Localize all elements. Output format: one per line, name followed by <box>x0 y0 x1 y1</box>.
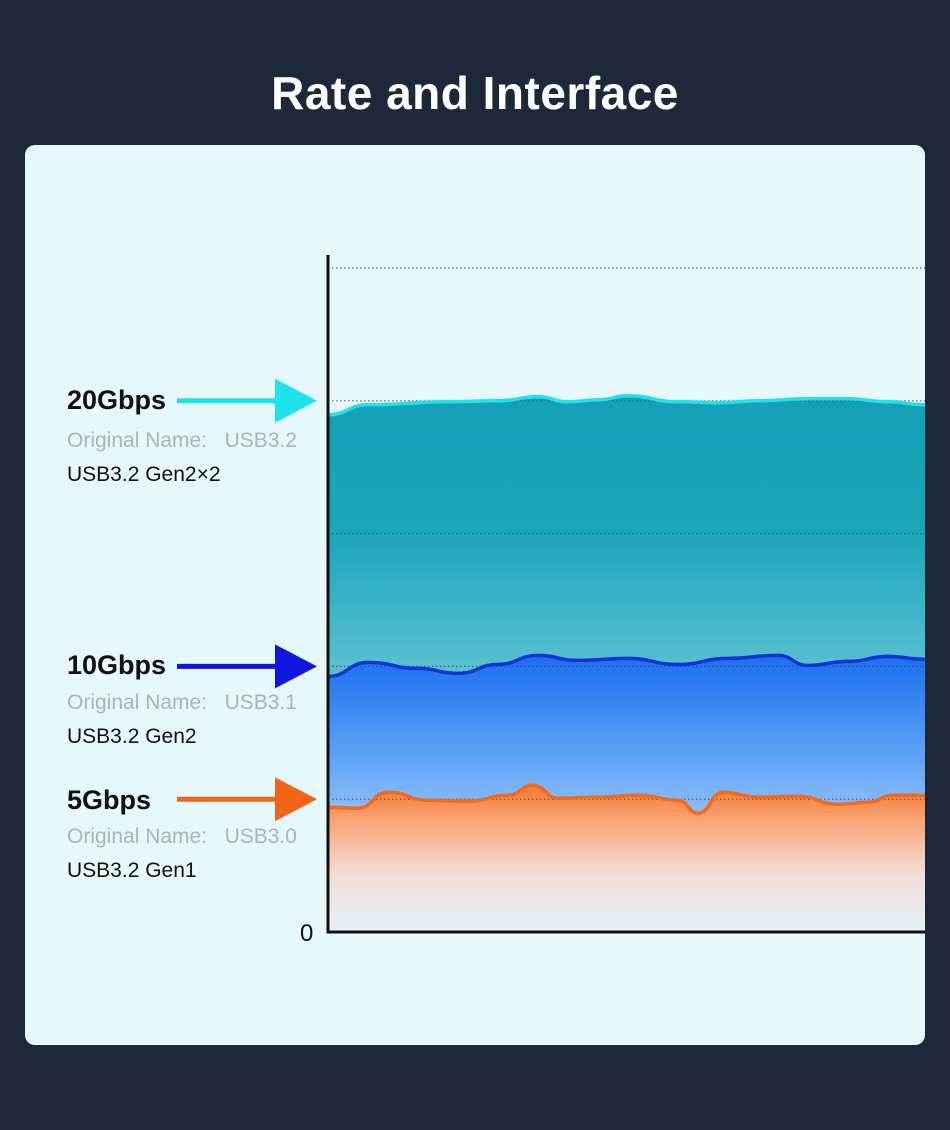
tier-20-original-prefix: Original Name: <box>67 429 208 452</box>
tier-20-original-name: Original Name: USB3.2 <box>67 429 297 453</box>
tier-5-original-prefix: Original Name: <box>67 825 208 848</box>
arrow-20gbps <box>177 378 317 423</box>
line-20gbps <box>327 394 925 417</box>
arrow-head-icon <box>275 777 317 822</box>
area-5gbps <box>328 785 925 932</box>
tier-10-generation: USB3.2 Gen2 <box>67 725 197 748</box>
y-axis-zero-label: 0 <box>300 920 314 947</box>
arrow-5gbps <box>177 777 317 822</box>
tier-20-speed: 20Gbps <box>67 385 167 415</box>
tier-10-original-value: USB3.1 <box>224 691 297 714</box>
tier-5-original-name: Original Name: USB3.0 <box>67 825 297 849</box>
arrow-head-icon <box>275 644 317 689</box>
arrow-head-icon <box>275 378 317 423</box>
line-5gbps <box>327 783 925 815</box>
chart-panel: 20Gbps Original Name: USB3.2 USB3.2 Gen2… <box>25 145 925 1045</box>
page-title: Rate and Interface <box>271 67 679 119</box>
tier-20-original-value: USB3.2 <box>224 429 297 452</box>
arrow-10gbps <box>177 644 317 689</box>
tier-5-original-value: USB3.0 <box>224 825 297 848</box>
tier-5-speed: 5Gbps <box>67 785 152 815</box>
tier-10-original-name: Original Name: USB3.1 <box>67 691 297 715</box>
chart-canvas <box>177 255 925 934</box>
tier-5-generation: USB3.2 Gen1 <box>67 859 197 882</box>
tier-20-generation: USB3.2 Gen2×2 <box>67 463 221 486</box>
line-10gbps <box>327 653 925 679</box>
tier-10-speed: 10Gbps <box>67 650 167 680</box>
tier-10-original-prefix: Original Name: <box>67 691 208 714</box>
